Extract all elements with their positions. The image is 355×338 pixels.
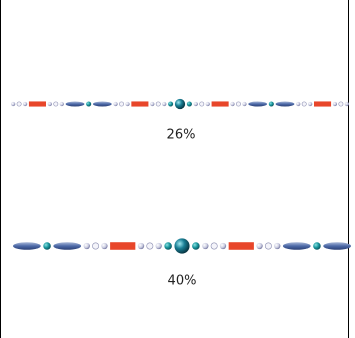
bead <box>228 242 254 250</box>
bead <box>125 101 130 107</box>
bead <box>162 101 167 107</box>
bead <box>210 242 218 250</box>
bead <box>86 101 92 107</box>
bead <box>202 242 209 250</box>
bead <box>323 242 351 250</box>
bead <box>193 101 198 107</box>
bead <box>22 101 28 107</box>
bead <box>53 242 82 250</box>
bead <box>13 242 41 250</box>
bead <box>211 101 229 107</box>
bead <box>314 101 332 107</box>
bead <box>308 101 313 107</box>
bead <box>131 101 149 107</box>
bead-string <box>13 238 351 254</box>
bead <box>296 101 301 107</box>
bead <box>146 242 154 250</box>
bead <box>205 101 210 107</box>
bead <box>43 242 51 250</box>
bead <box>164 242 172 250</box>
bead <box>282 242 311 250</box>
bead <box>119 101 124 107</box>
bead <box>268 101 274 107</box>
bead <box>256 242 263 250</box>
bead <box>53 101 59 107</box>
bead <box>137 242 145 250</box>
bead <box>101 242 108 250</box>
bead <box>59 101 64 107</box>
bead <box>186 101 192 107</box>
bead <box>199 101 205 107</box>
bead <box>301 101 307 107</box>
bead <box>219 242 227 250</box>
bead <box>248 101 268 107</box>
bead <box>155 101 161 107</box>
bead <box>274 242 281 250</box>
bead <box>92 101 112 107</box>
percent-label: 26% <box>167 128 196 143</box>
bead <box>242 101 247 107</box>
bead <box>174 98 186 110</box>
bead <box>28 101 46 107</box>
bead <box>11 101 16 107</box>
bead <box>313 242 321 250</box>
bead <box>236 101 241 107</box>
bead <box>150 101 155 107</box>
bead <box>332 101 338 107</box>
percent-label: 40% <box>168 274 197 289</box>
bead <box>155 242 162 250</box>
bead <box>110 242 136 250</box>
bead <box>65 101 85 107</box>
bead <box>275 101 295 107</box>
bead <box>83 242 90 250</box>
bead-string <box>11 98 349 110</box>
bead <box>174 238 190 254</box>
bead <box>192 242 200 250</box>
bead <box>338 101 344 107</box>
bead <box>113 101 118 107</box>
bead <box>230 101 235 107</box>
bead <box>92 242 100 250</box>
bead <box>264 242 272 250</box>
bead <box>168 101 174 107</box>
bead <box>16 101 22 107</box>
bead <box>344 101 349 107</box>
bead <box>47 101 52 107</box>
